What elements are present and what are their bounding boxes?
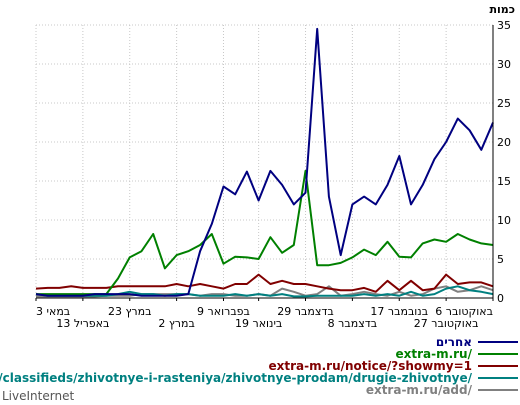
- x-tick-label: 23 במרץ: [108, 305, 151, 318]
- x-tick-label: 27 באוקטובר: [414, 317, 479, 330]
- y-axis-ticks: 0 5 10 15 20 25 30 35: [497, 19, 511, 305]
- legend-label: extra-m.ru/: [395, 347, 472, 361]
- plot-area: [36, 25, 493, 298]
- x-tick-label: 19 בינואר: [235, 317, 282, 330]
- legend: אחריםextra-m.ru/extra-m.ru/notice/?showm…: [0, 335, 518, 397]
- x-tick-label: 6 באוקטובר: [435, 305, 493, 318]
- y-tick-label: 20: [497, 136, 511, 149]
- legend-label: m.ru/classifieds/zhivotnye-i-rasteniya/z…: [0, 371, 473, 385]
- watermark: LiveInternet: [2, 389, 74, 403]
- x-tick-label: 29 בדצמבר: [277, 305, 333, 318]
- x-tick-label: 13 באפריל: [56, 317, 109, 330]
- x-tick-label: 8 בדצמבר: [328, 317, 377, 330]
- y-tick-label: 5: [497, 253, 504, 266]
- y-tick-label: 35: [497, 19, 511, 32]
- x-tick-label: 9 בפברואר: [197, 305, 250, 318]
- y-tick-label: 0: [497, 292, 504, 305]
- series-line-1: [36, 169, 494, 296]
- x-tick-label: 3 במאי: [36, 305, 70, 318]
- y-axis-label: כמות: [490, 3, 515, 16]
- series-lines: [35, 27, 494, 298]
- y-tick-label: 15: [497, 175, 511, 188]
- y-tick-label: 30: [497, 58, 511, 71]
- x-tick-label: 2 במרץ: [158, 317, 194, 330]
- x-tick-label: 17 בנובמבר: [370, 305, 428, 318]
- y-tick-label: 10: [497, 214, 511, 227]
- series-line-0: [35, 27, 494, 297]
- legend-label: extra-m.ru/add/: [366, 383, 473, 397]
- legend-label: אחרים: [436, 335, 472, 349]
- legend-label: extra-m.ru/notice/?showmy=1: [269, 359, 473, 373]
- y-tick-label: 25: [497, 97, 511, 110]
